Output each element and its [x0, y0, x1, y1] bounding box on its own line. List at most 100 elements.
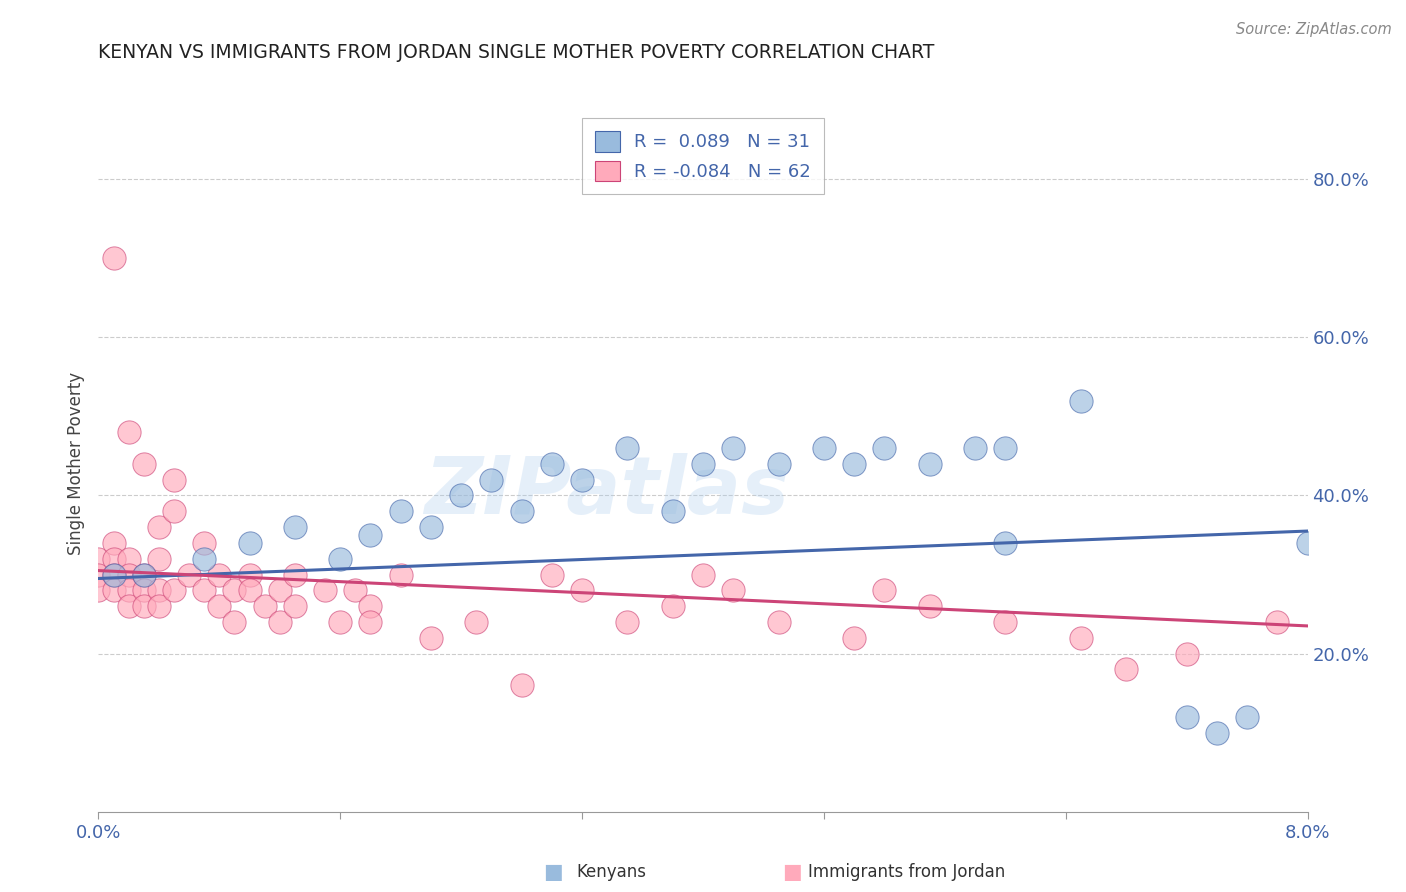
- Point: [103, 567, 125, 582]
- Point: [1267, 615, 1289, 629]
- Point: [193, 583, 215, 598]
- Point: [239, 536, 262, 550]
- Point: [510, 504, 533, 518]
- Point: [662, 504, 685, 518]
- Point: [1296, 536, 1319, 550]
- Point: [208, 599, 231, 614]
- Point: [662, 599, 685, 614]
- Point: [1206, 725, 1229, 739]
- Text: KENYAN VS IMMIGRANTS FROM JORDAN SINGLE MOTHER POVERTY CORRELATION CHART: KENYAN VS IMMIGRANTS FROM JORDAN SINGLE …: [98, 44, 935, 62]
- Point: [179, 567, 201, 582]
- Point: [1175, 710, 1198, 724]
- Point: [329, 551, 352, 566]
- Point: [284, 567, 307, 582]
- Text: Source: ZipAtlas.com: Source: ZipAtlas.com: [1236, 22, 1392, 37]
- Point: [163, 504, 186, 518]
- Point: [450, 488, 472, 502]
- Point: [314, 583, 336, 598]
- Point: [616, 441, 638, 455]
- Point: [616, 615, 638, 629]
- Point: [87, 583, 110, 598]
- Point: [118, 567, 141, 582]
- Point: [329, 615, 352, 629]
- Point: [420, 631, 443, 645]
- Point: [723, 583, 745, 598]
- Point: [132, 457, 155, 471]
- Point: [132, 567, 155, 582]
- Point: [965, 441, 987, 455]
- Point: [994, 536, 1017, 550]
- Text: ■: ■: [782, 863, 801, 882]
- Point: [132, 567, 155, 582]
- Point: [844, 631, 866, 645]
- Point: [389, 567, 412, 582]
- Point: [389, 504, 412, 518]
- Point: [224, 583, 246, 598]
- Point: [148, 599, 170, 614]
- Point: [118, 583, 141, 598]
- Point: [103, 583, 125, 598]
- Y-axis label: Single Mother Poverty: Single Mother Poverty: [67, 372, 86, 556]
- Point: [994, 441, 1017, 455]
- Point: [1175, 647, 1198, 661]
- Point: [813, 441, 835, 455]
- Point: [87, 567, 110, 582]
- Point: [1070, 631, 1092, 645]
- Point: [360, 615, 382, 629]
- Point: [571, 583, 593, 598]
- Point: [118, 599, 141, 614]
- Point: [118, 551, 141, 566]
- Point: [118, 425, 141, 440]
- Point: [193, 536, 215, 550]
- Point: [103, 551, 125, 566]
- Point: [873, 441, 896, 455]
- Point: [768, 615, 790, 629]
- Point: [132, 599, 155, 614]
- Text: Kenyans: Kenyans: [576, 863, 647, 881]
- Point: [284, 520, 307, 534]
- Point: [918, 457, 941, 471]
- Point: [148, 583, 170, 598]
- Point: [510, 678, 533, 692]
- Point: [541, 567, 564, 582]
- Text: ZIPatlas: ZIPatlas: [423, 452, 789, 531]
- Point: [253, 599, 276, 614]
- Point: [571, 473, 593, 487]
- Point: [873, 583, 896, 598]
- Point: [224, 615, 246, 629]
- Point: [163, 473, 186, 487]
- Point: [481, 473, 503, 487]
- Point: [103, 252, 125, 266]
- Point: [103, 536, 125, 550]
- Point: [284, 599, 307, 614]
- Point: [148, 520, 170, 534]
- Point: [994, 615, 1017, 629]
- Point: [163, 583, 186, 598]
- Point: [844, 457, 866, 471]
- Point: [918, 599, 941, 614]
- Point: [239, 567, 262, 582]
- Point: [344, 583, 367, 598]
- Point: [148, 551, 170, 566]
- Point: [193, 551, 215, 566]
- Point: [1236, 710, 1258, 724]
- Point: [269, 583, 291, 598]
- Point: [1115, 662, 1137, 676]
- Point: [87, 551, 110, 566]
- Point: [132, 583, 155, 598]
- Legend: R =  0.089   N = 31, R = -0.084   N = 62: R = 0.089 N = 31, R = -0.084 N = 62: [582, 118, 824, 194]
- Point: [360, 528, 382, 542]
- Point: [420, 520, 443, 534]
- Text: ■: ■: [543, 863, 562, 882]
- Point: [465, 615, 488, 629]
- Point: [103, 567, 125, 582]
- Point: [1070, 393, 1092, 408]
- Point: [723, 441, 745, 455]
- Point: [208, 567, 231, 582]
- Point: [768, 457, 790, 471]
- Point: [360, 599, 382, 614]
- Point: [692, 567, 714, 582]
- Point: [692, 457, 714, 471]
- Point: [541, 457, 564, 471]
- Point: [269, 615, 291, 629]
